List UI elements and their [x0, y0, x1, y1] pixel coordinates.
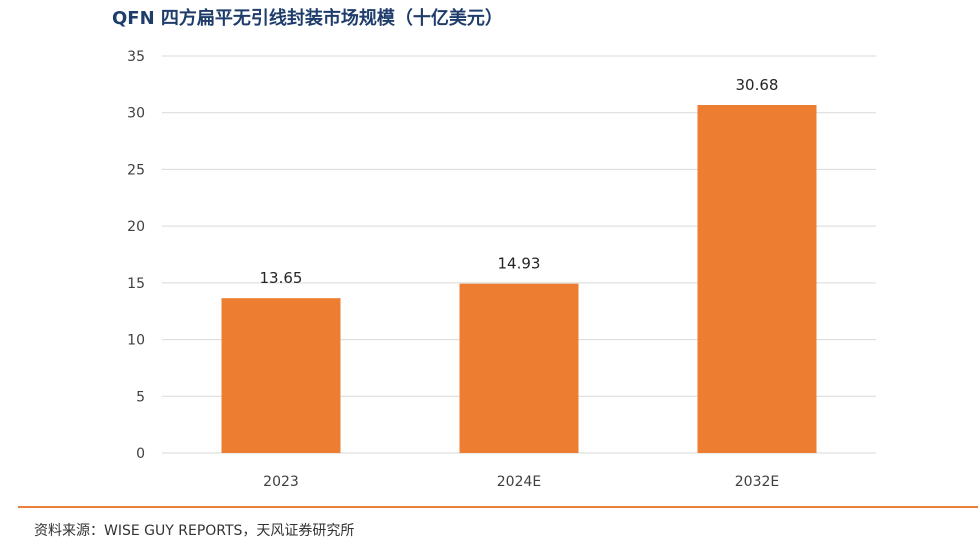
bar-2023	[221, 298, 341, 453]
y-tick-label: 15	[127, 276, 145, 292]
footer-divider	[18, 506, 978, 508]
data-label: 13.65	[260, 269, 303, 287]
x-tick-label: 2032E	[735, 474, 779, 490]
x-axis-ticks: 2023 2024E 2032E	[263, 474, 779, 490]
data-label: 14.93	[498, 255, 541, 273]
y-tick-label: 10	[127, 333, 145, 349]
y-tick-label: 35	[127, 49, 145, 65]
source-note: 资料来源：WISE GUY REPORTS，天风证券研究所	[34, 523, 355, 539]
y-tick-label: 0	[136, 446, 145, 462]
bar-2032E	[697, 105, 817, 453]
y-tick-label: 5	[136, 389, 145, 405]
bar-2024E	[459, 283, 579, 453]
chart-title: QFN 四方扁平无引线封装市场规模（十亿美元）	[112, 8, 503, 29]
y-axis-ticks: 0 5 10 15 20 25 30 35	[127, 49, 145, 462]
y-tick-label: 20	[127, 219, 145, 235]
data-labels: 13.65 14.93 30.68	[260, 76, 779, 287]
x-tick-label: 2024E	[497, 474, 541, 490]
y-tick-label: 30	[127, 106, 145, 122]
x-tick-label: 2023	[263, 474, 299, 490]
y-tick-label: 25	[127, 162, 145, 178]
bars	[221, 105, 817, 453]
data-label: 30.68	[736, 76, 779, 94]
